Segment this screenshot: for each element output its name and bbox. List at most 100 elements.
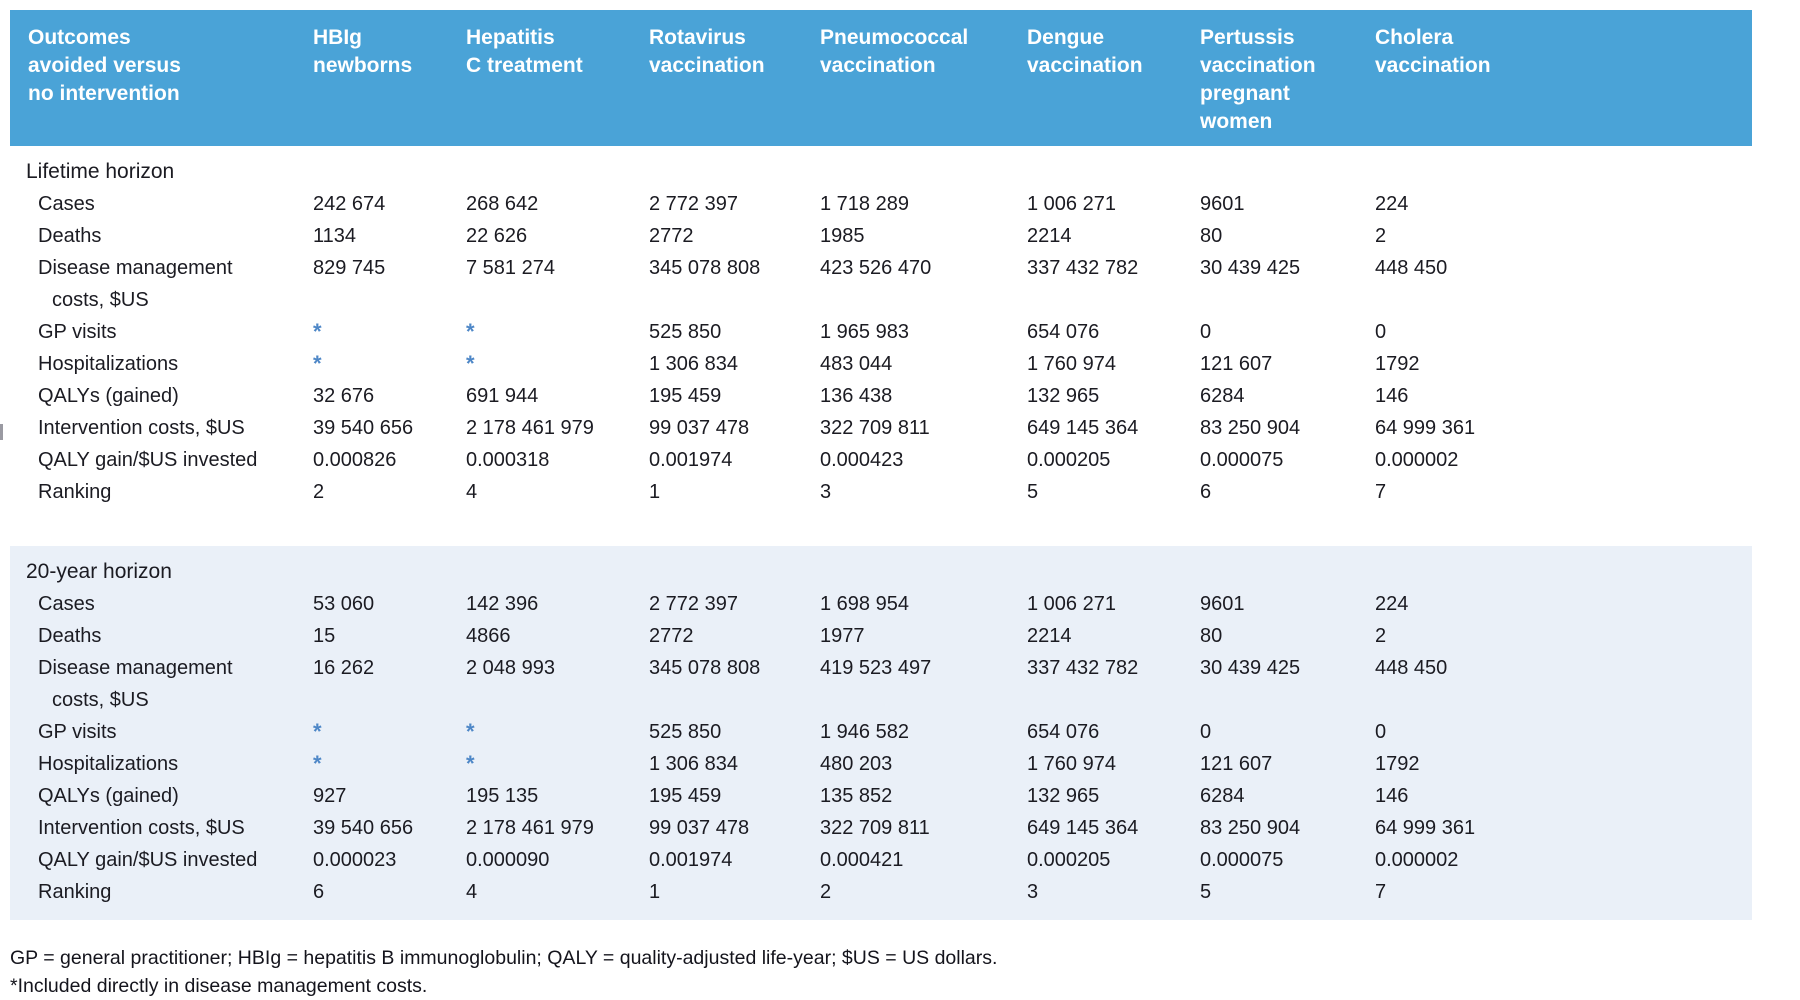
row-label: QALYs (gained) (18, 380, 313, 412)
asterisk-value-cell: * (313, 719, 322, 744)
value-cell: 2 178 461 979 (466, 417, 594, 439)
row-label: QALY gain/$US invested (18, 444, 313, 476)
value-cell: 2 178 461 979 (466, 817, 594, 839)
value-cell: 0.000205 (1027, 849, 1111, 871)
value-cell: 1 006 271 (1027, 193, 1116, 215)
value-cell: 0.000075 (1200, 849, 1284, 871)
value-cell: 9601 (1200, 193, 1245, 215)
row-label: Disease management costs, $US (18, 652, 313, 716)
value-cell: 2 (820, 881, 832, 903)
value-cell: 0 (1375, 721, 1387, 743)
column-header-line: Rotavirus (649, 26, 746, 49)
table-row: GP visits * * 525 850 1 946 582 654 076 0 0 (18, 716, 1752, 748)
section-title: Lifetime horizon (26, 160, 175, 183)
row-label: Deaths (18, 220, 313, 252)
value-cell: 1 306 834 (649, 753, 738, 775)
value-cell: 121 607 (1200, 353, 1273, 375)
value-cell: 15 (313, 625, 336, 647)
value-cell: 224 (1375, 593, 1409, 615)
value-cell: 0.000318 (466, 449, 550, 471)
column-header-line: newborns (313, 54, 413, 77)
table-row: QALY gain/$US invested 0.000826 0.000318 0.… (18, 444, 1752, 476)
column-header-pertussis-vaccination-pregnant-women: Pertussis vaccination pregnant women (1200, 24, 1375, 136)
value-cell: 7 (1375, 481, 1387, 503)
table-row: Cases 53 060 142 396 2 772 397 1 698 954 1 00… (18, 588, 1752, 620)
table-body: Lifetime horizon Cases 242 674 268 642 2 772… (10, 146, 1752, 920)
table-row: QALYs (gained) 32 676 691 944 195 459 136 43… (18, 380, 1752, 412)
table-row: Hospitalizations * * 1 306 834 483 044 1 760 … (18, 348, 1752, 380)
row-label-line: GP visits (38, 321, 117, 343)
table-row: Ranking 2 4 1 3 5 6 7 (18, 476, 1752, 508)
asterisk-value-cell: * (466, 319, 475, 344)
row-label-line: QALYs (gained) (38, 785, 179, 807)
value-cell: 195 135 (466, 785, 539, 807)
value-cell: 53 060 (313, 593, 375, 615)
value-cell: 2 048 993 (466, 657, 555, 679)
value-cell: 6284 (1200, 385, 1245, 407)
row-label-line: Hospitalizations (38, 753, 179, 775)
value-cell: 195 459 (649, 385, 722, 407)
value-cell: 345 078 808 (649, 657, 761, 679)
asterisk-value-cell: * (466, 719, 475, 744)
value-cell: 927 (313, 785, 347, 807)
value-cell: 1977 (820, 625, 865, 647)
value-cell: 22 626 (466, 225, 528, 247)
value-cell: 0.000423 (820, 449, 904, 471)
value-cell: 1 965 983 (820, 321, 909, 343)
value-cell: 337 432 782 (1027, 257, 1139, 279)
value-cell: 83 250 904 (1200, 817, 1301, 839)
row-label: Ranking (18, 876, 313, 908)
table-row: Ranking 6 4 1 2 3 5 7 (18, 876, 1752, 908)
header-row-label-line: no intervention (28, 82, 180, 105)
value-cell: 6 (313, 881, 325, 903)
column-header-line: Pertussis (1200, 26, 1295, 49)
value-cell: 99 037 478 (649, 817, 750, 839)
row-label-line: Disease management (38, 657, 233, 679)
value-cell: 337 432 782 (1027, 657, 1139, 679)
row-label: QALYs (gained) (18, 780, 313, 812)
value-cell: 1 (649, 881, 661, 903)
column-header-line: vaccination (649, 54, 765, 77)
value-cell: 2772 (649, 625, 694, 647)
value-cell: 2 772 397 (649, 593, 738, 615)
value-cell: 135 852 (820, 785, 893, 807)
table-row: Intervention costs, $US 39 540 656 2 178 4… (18, 812, 1752, 844)
row-label: Cases (18, 588, 313, 620)
row-label-line: Deaths (38, 225, 102, 247)
row-label: Ranking (18, 476, 313, 508)
value-cell: 6 (1200, 481, 1212, 503)
value-cell: 654 076 (1027, 721, 1100, 743)
row-label: Deaths (18, 620, 313, 652)
value-cell: 0.001974 (649, 449, 733, 471)
value-cell: 1 718 289 (820, 193, 909, 215)
value-cell: 146 (1375, 785, 1409, 807)
value-cell: 525 850 (649, 321, 722, 343)
value-cell: 0 (1375, 321, 1387, 343)
column-header-line: vaccination (820, 54, 936, 77)
asterisk-value-cell: * (313, 351, 322, 376)
column-header-rotavirus-vaccination: Rotavirus vaccination (649, 24, 820, 80)
value-cell: 39 540 656 (313, 417, 414, 439)
section-title: 20-year horizon (26, 560, 172, 583)
value-cell: 2772 (649, 225, 694, 247)
row-label: Disease management costs, $US (18, 252, 313, 316)
scan-edge-artifact (0, 424, 3, 440)
value-cell: 1134 (313, 225, 357, 247)
row-label-line: Hospitalizations (38, 353, 179, 375)
table-row: Deaths 15 4866 2772 1977 2214 80 2 (18, 620, 1752, 652)
column-header-dengue-vaccination: Dengue vaccination (1027, 24, 1200, 80)
value-cell: 80 (1200, 625, 1223, 647)
row-label-line: costs, $US (52, 689, 149, 711)
value-cell: 2214 (1027, 625, 1072, 647)
asterisk-value-cell: * (466, 351, 475, 376)
value-cell: 1985 (820, 225, 865, 247)
row-label: QALY gain/$US invested (18, 844, 313, 876)
value-cell: 2214 (1027, 225, 1072, 247)
value-cell: 2 772 397 (649, 193, 738, 215)
table-row: Disease management costs, $US 16 262 2 048 … (18, 652, 1752, 716)
row-label-line: costs, $US (52, 289, 149, 311)
value-cell: 322 709 811 (820, 817, 930, 839)
asterisk-value-cell: * (313, 751, 322, 776)
row-label-line: Ranking (38, 881, 112, 903)
value-cell: 1792 (1375, 353, 1420, 375)
